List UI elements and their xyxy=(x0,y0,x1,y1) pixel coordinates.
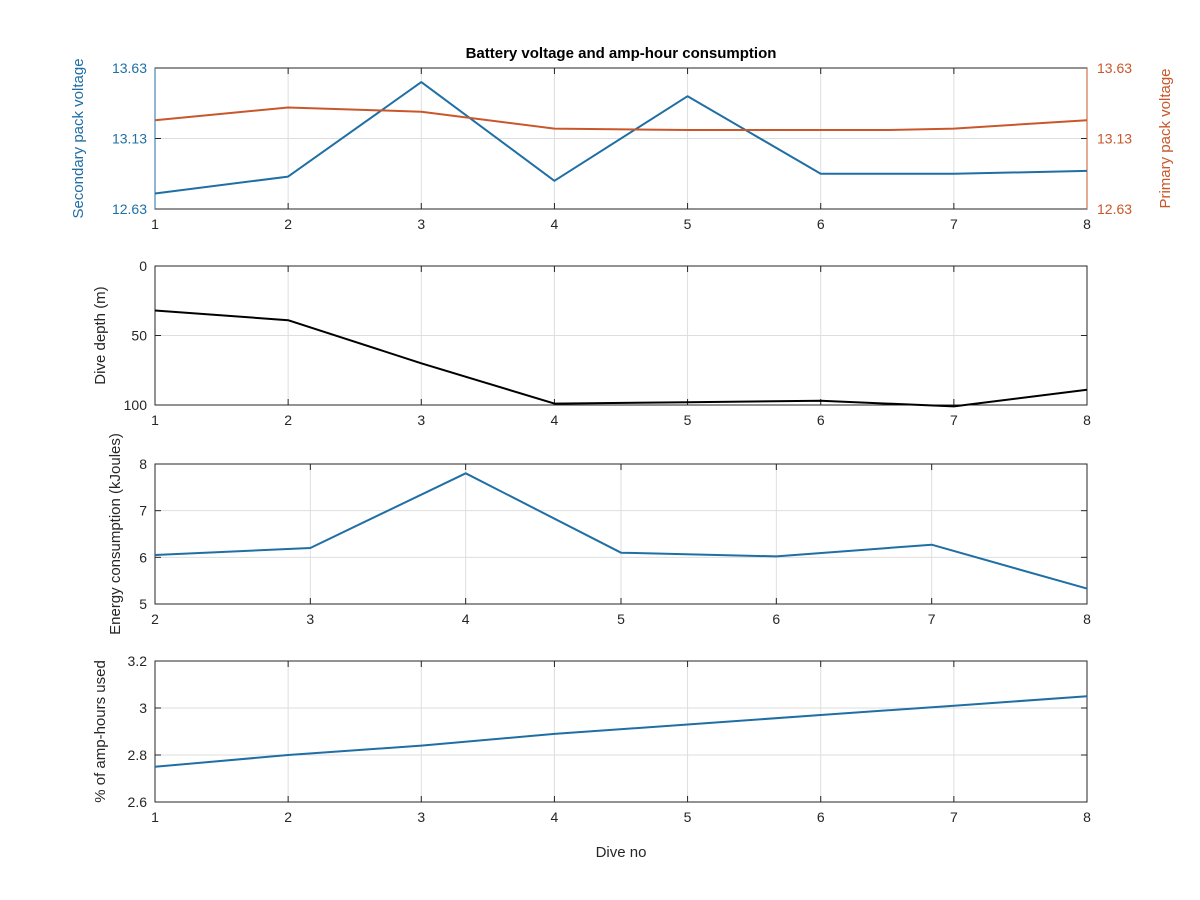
x-tick-label: 6 xyxy=(817,412,825,428)
x-tick-label: 3 xyxy=(417,412,425,428)
y-axis-label: Energy consumption (kJoules) xyxy=(107,433,124,635)
series-line-secondary xyxy=(154,81,1088,195)
series-line-primary xyxy=(154,106,1088,131)
series-line-main xyxy=(154,695,1088,768)
y2-tick-label: 13.13 xyxy=(1097,131,1132,147)
y-tick-label: 13.13 xyxy=(112,131,147,147)
x-tick-label: 4 xyxy=(551,216,559,232)
y-axis-label: Dive depth (m) xyxy=(92,286,109,384)
y2-axis-label: Primary pack voltage xyxy=(1157,68,1174,208)
y-axis-label: Secondary pack voltage xyxy=(70,58,87,218)
series-line-main xyxy=(154,309,1088,408)
subplot-4: 1 2 3 4 5 6 7 8 2.6 2.8 3 3.2 % of amp-hours used Div… xyxy=(92,653,1091,861)
y2-tick-label: 12.63 xyxy=(1097,201,1132,217)
x-tick-label: 3 xyxy=(417,809,425,825)
x-tick-label: 8 xyxy=(1083,809,1091,825)
x-tick-label: 8 xyxy=(1083,412,1091,428)
x-tick-label: 1 xyxy=(151,809,159,825)
x-tick-label: 5 xyxy=(684,412,692,428)
subplots: 1 2 3 4 5 6 7 812.6313.1313.6312.6313.1313.63Pr… xyxy=(70,58,1174,861)
x-tick-label: 2 xyxy=(151,611,159,627)
x-tick-label: 4 xyxy=(551,809,559,825)
series-line-main xyxy=(154,472,1088,590)
x-tick-label: 5 xyxy=(617,611,625,627)
x-tick-label: 2 xyxy=(284,809,292,825)
x-tick-label: 7 xyxy=(950,809,958,825)
x-tick-label: 5 xyxy=(684,216,692,232)
x-tick-label: 1 xyxy=(151,216,159,232)
y-tick-label: 7 xyxy=(139,503,147,519)
x-tick-label: 8 xyxy=(1083,216,1091,232)
x-tick-label: 7 xyxy=(950,412,958,428)
x-tick-label: 4 xyxy=(462,611,470,627)
y-tick-label: 2.8 xyxy=(128,747,148,763)
x-tick-label: 6 xyxy=(772,611,780,627)
x-axis-label: Dive no xyxy=(596,844,647,861)
x-tick-label: 2 xyxy=(284,216,292,232)
y-tick-label: 3 xyxy=(139,700,147,716)
x-tick-label: 7 xyxy=(950,216,958,232)
y-tick-label: 13.63 xyxy=(112,60,147,76)
x-tick-label: 3 xyxy=(417,216,425,232)
chart-title: Battery voltage and amp-hour consumption xyxy=(466,45,777,62)
y-axis-label: % of amp-hours used xyxy=(92,660,109,803)
x-tick-label: 4 xyxy=(551,412,559,428)
x-tick-label: 7 xyxy=(928,611,936,627)
y-tick-label: 6 xyxy=(139,549,147,565)
y-tick-label: 50 xyxy=(131,328,147,344)
x-tick-label: 1 xyxy=(151,412,159,428)
y-tick-label: 100 xyxy=(124,397,148,413)
x-tick-label: 3 xyxy=(306,611,314,627)
subplot-3: 2 3 4 5 6 7 8 5 6 7 8 Energy consumption (kJoules) xyxy=(107,433,1091,635)
x-tick-label: 5 xyxy=(684,809,692,825)
x-tick-label: 8 xyxy=(1083,611,1091,627)
x-tick-label: 6 xyxy=(817,809,825,825)
y-tick-label: 12.63 xyxy=(112,201,147,217)
x-tick-label: 2 xyxy=(284,412,292,428)
subplot-1: 1 2 3 4 5 6 7 8 12.63 13.13 13.63 12.63 13.13 13.63 Pr… xyxy=(70,58,1174,232)
y-tick-label: 3.2 xyxy=(128,653,148,669)
y2-tick-label: 13.63 xyxy=(1097,60,1132,76)
y-tick-label: 8 xyxy=(139,456,147,472)
axes-frame xyxy=(154,660,1088,803)
y-tick-label: 0 xyxy=(139,258,147,274)
subplot-2: 1 2 3 4 5 6 7 8 0 50 100 Dive depth (m) xyxy=(92,258,1091,428)
x-tick-label: 6 xyxy=(817,216,825,232)
y-tick-label: 2.6 xyxy=(128,794,148,810)
y-tick-label: 5 xyxy=(139,596,147,612)
